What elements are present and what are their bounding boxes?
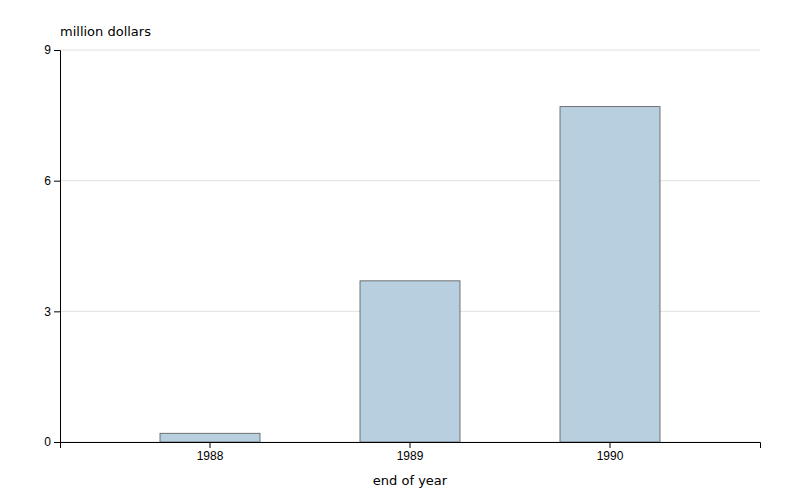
y-axis: 0 3 6 9 <box>44 43 60 449</box>
bar <box>160 433 260 442</box>
grid-line <box>60 50 760 51</box>
plot: 1988 1989 1990 0 3 6 9 <box>44 43 760 462</box>
axis-line <box>54 51 61 443</box>
tick-mark <box>54 442 60 443</box>
bars <box>160 107 660 442</box>
tick-mark <box>210 442 211 448</box>
axis-line <box>61 443 761 449</box>
tick: 0 <box>44 435 60 449</box>
tick-mark <box>54 181 60 182</box>
chart: 1988 1989 1990 0 3 6 9 end of year million dolla… <box>0 0 800 497</box>
tick-mark <box>410 442 411 448</box>
tick-label: 1989 <box>397 449 424 463</box>
tick-label: 3 <box>44 305 51 319</box>
tick: 1988 <box>197 442 224 463</box>
tick-label: 0 <box>44 435 51 449</box>
tick: 3 <box>44 305 60 319</box>
tick: 1990 <box>597 442 624 463</box>
tick-label: 1988 <box>197 449 224 463</box>
tick-mark <box>54 50 60 51</box>
x-axis: 1988 1989 1990 <box>61 442 761 463</box>
tick-mark <box>54 311 60 312</box>
bar <box>360 281 460 442</box>
bar <box>560 107 660 442</box>
tick-mark <box>610 442 611 448</box>
tick: 6 <box>44 174 60 188</box>
tick-label: 1990 <box>597 449 624 463</box>
tick: 9 <box>44 43 60 57</box>
y-axis-label: million dollars <box>60 24 151 39</box>
grid <box>60 50 760 442</box>
x-axis-label: end of year <box>373 473 448 488</box>
tick-label: 9 <box>44 43 51 57</box>
tick-label: 6 <box>44 174 51 188</box>
tick: 1989 <box>397 442 424 463</box>
